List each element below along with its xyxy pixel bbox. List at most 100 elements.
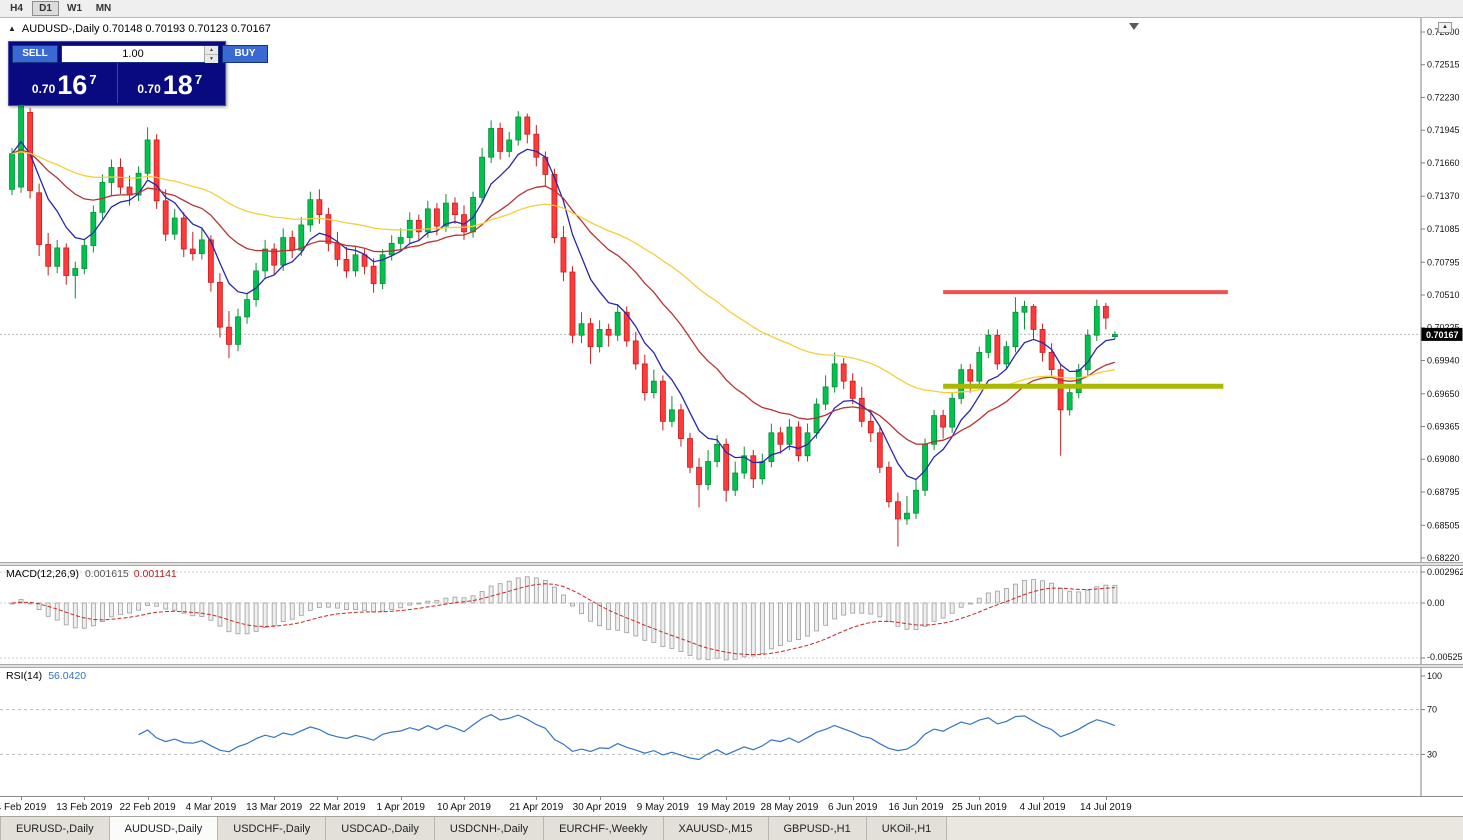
date-tick-label: 30 Apr 2019 (572, 802, 627, 813)
rsi-tick-label: 100 (1427, 671, 1442, 681)
rsi-plot[interactable]: 100 70 30 (0, 668, 1463, 796)
timeframe-button-w1[interactable]: W1 (61, 1, 88, 16)
price-tick-label: 0.69940 (1427, 355, 1460, 365)
chart-tab-audusd[interactable]: AUDUSD-,Daily (109, 817, 219, 840)
date-tick-mark (21, 797, 23, 800)
rsi-value: 56.0420 (48, 670, 87, 682)
timeframe-button-d1[interactable]: D1 (32, 1, 59, 16)
chart-tab-ukoil[interactable]: UKOil-,H1 (866, 817, 948, 840)
date-axis[interactable]: 4 Feb 2019 13 Feb 2019 22 Feb 2019 4 Mar 20… (0, 796, 1463, 816)
date-tick-label: 6 Jun 2019 (827, 802, 878, 813)
date-tick-mark (400, 797, 402, 800)
volume-input[interactable] (62, 46, 204, 62)
candles-layer (9, 96, 1118, 547)
date-tick-label: 19 May 2019 (697, 802, 756, 813)
date-tick-mark (916, 797, 917, 800)
date-tick-label: 4 Mar 2019 (185, 802, 237, 813)
rsi-axis[interactable]: 100 70 30 (1420, 668, 1442, 796)
rsi-tick-label: 30 (1427, 749, 1437, 759)
macd-histogram (9, 576, 1118, 661)
macd-axis[interactable]: 0.002962 0.00 -0.005255 (1420, 566, 1463, 664)
ma-fast-line (11, 140, 1116, 481)
date-tick-mark (599, 797, 601, 800)
chart-tabs-bar: EURUSD-,Daily AUDUSD-,Daily USDCHF-,Dail… (0, 816, 1463, 840)
chart-title-text: AUDUSD-,Daily 0.70148 0.70193 0.70123 0.… (21, 23, 271, 35)
chart-title: ▲ AUDUSD-,Daily 0.70148 0.70193 0.70123 … (8, 23, 271, 35)
ma-slow-line (11, 151, 1116, 394)
chart-tab-xauusd[interactable]: XAUUSD-,M15 (663, 817, 769, 840)
timeframe-toolbar: H4 D1 W1 MN (0, 0, 1463, 18)
date-tick-mark (464, 797, 465, 800)
price-tick-label: 0.71660 (1427, 158, 1460, 168)
chart-tab-gbpusd[interactable]: GBPUSD-,H1 (768, 817, 867, 840)
buy-price-prefix: 0.70 (137, 82, 161, 96)
price-tick-label: 0.72230 (1427, 92, 1460, 102)
date-tick-label: 9 May 2019 (636, 802, 689, 813)
buy-price[interactable]: 0.70 18 7 (116, 63, 223, 103)
one-click-collapse-arrow-icon[interactable]: ▲ (8, 24, 16, 33)
chart-shift-marker-icon[interactable] (1129, 23, 1139, 30)
sell-price-prefix: 0.70 (31, 82, 56, 96)
chart-tab-usdcnh[interactable]: USDCNH-,Daily (434, 817, 545, 840)
price-tick-label: 0.69365 (1427, 422, 1460, 432)
buy-button[interactable]: BUY (222, 45, 268, 63)
price-tick-label: 0.70225 (1427, 323, 1460, 333)
timeframe-button-mn[interactable]: MN (90, 1, 117, 16)
price-tick-label: 0.70795 (1427, 257, 1460, 267)
macd-panel: 0.002962 0.00 -0.005255 MACD(12,26,9) 0.001… (0, 566, 1463, 664)
date-tick-mark (726, 797, 728, 800)
price-tick-label: 0.68505 (1427, 520, 1460, 530)
sell-button[interactable]: SELL (12, 45, 58, 63)
macd-signal-line (11, 583, 1115, 656)
price-tick-label: 0.71945 (1427, 125, 1460, 135)
buy-price-big-digits: 18 (162, 70, 193, 100)
volume-increase-button[interactable]: ▲ (205, 46, 218, 55)
date-tick-mark (536, 797, 538, 800)
price-tick-label: 0.71085 (1427, 224, 1460, 234)
price-tick-label: 0.71370 (1427, 191, 1460, 201)
rsi-tick-label: 70 (1427, 705, 1437, 715)
volume-decrease-button[interactable]: ▼ (205, 55, 218, 63)
date-tick-label: 14 Jul 2019 (1079, 802, 1132, 813)
date-tick-mark (1042, 797, 1044, 800)
date-tick-mark (1105, 797, 1107, 800)
macd-main-value: 0.001615 (84, 568, 129, 580)
chart-tab-usdchf[interactable]: USDCHF-,Daily (218, 817, 327, 840)
date-tick-label: 13 Mar 2019 (246, 802, 303, 813)
current-price-label: 0.70167 (1426, 330, 1459, 340)
price-chart-plot[interactable]: 0.728000.725150.722300.719450.716600.713… (0, 18, 1463, 562)
chart-scroll-up-button[interactable]: ▲ (1438, 22, 1452, 33)
price-tick-label: 0.70510 (1427, 290, 1460, 300)
price-axis[interactable]: 0.728000.725150.722300.719450.716600.713… (1420, 18, 1463, 562)
date-tick-label: 1 Apr 2019 (376, 802, 425, 813)
price-tick-label: 0.72515 (1427, 60, 1460, 70)
chart-tab-eurusd[interactable]: EURUSD-,Daily (0, 817, 110, 840)
date-tick-mark (979, 797, 981, 800)
date-tick-mark (852, 797, 854, 800)
macd-indicator-name: MACD(12,26,9) (6, 568, 79, 580)
date-tick-label: 16 Jun 2019 (888, 802, 944, 813)
price-tick-label: 0.68795 (1427, 487, 1460, 497)
macd-tick-label: 0.002962 (1427, 567, 1463, 577)
macd-tick-label: -0.005255 (1427, 652, 1463, 662)
panel-splitter-rsi[interactable] (0, 664, 1463, 668)
rsi-indicator-name: RSI(14) (6, 670, 43, 682)
chart-tab-usdcad[interactable]: USDCAD-,Daily (326, 817, 435, 840)
one-click-trading-panel: SELL ▲ ▼ BUY 0.70 16 7 0.70 (8, 41, 268, 106)
rsi-line (138, 713, 1116, 761)
date-tick-label: 25 Jun 2019 (951, 802, 1007, 813)
panel-splitter-macd[interactable] (0, 562, 1463, 566)
date-tick-mark (662, 797, 664, 800)
price-tick-label: 0.68220 (1427, 553, 1460, 562)
chart-tab-eurchf[interactable]: EURCHF-,Weekly (544, 817, 664, 840)
sell-price[interactable]: 0.70 16 7 (12, 63, 117, 103)
date-tick-label: 22 Feb 2019 (119, 802, 176, 813)
timeframe-button-h4[interactable]: H4 (3, 1, 30, 16)
date-tick-mark (789, 797, 791, 800)
volume-control: ▲ ▼ (61, 45, 219, 63)
ma-mid-line (11, 148, 1116, 445)
macd-label: MACD(12,26,9) 0.001615 0.001141 (6, 568, 177, 580)
macd-signal-value: 0.001141 (133, 568, 177, 580)
macd-plot[interactable]: 0.002962 0.00 -0.005255 (0, 566, 1463, 664)
date-tick-label: 22 Mar 2019 (309, 802, 366, 813)
